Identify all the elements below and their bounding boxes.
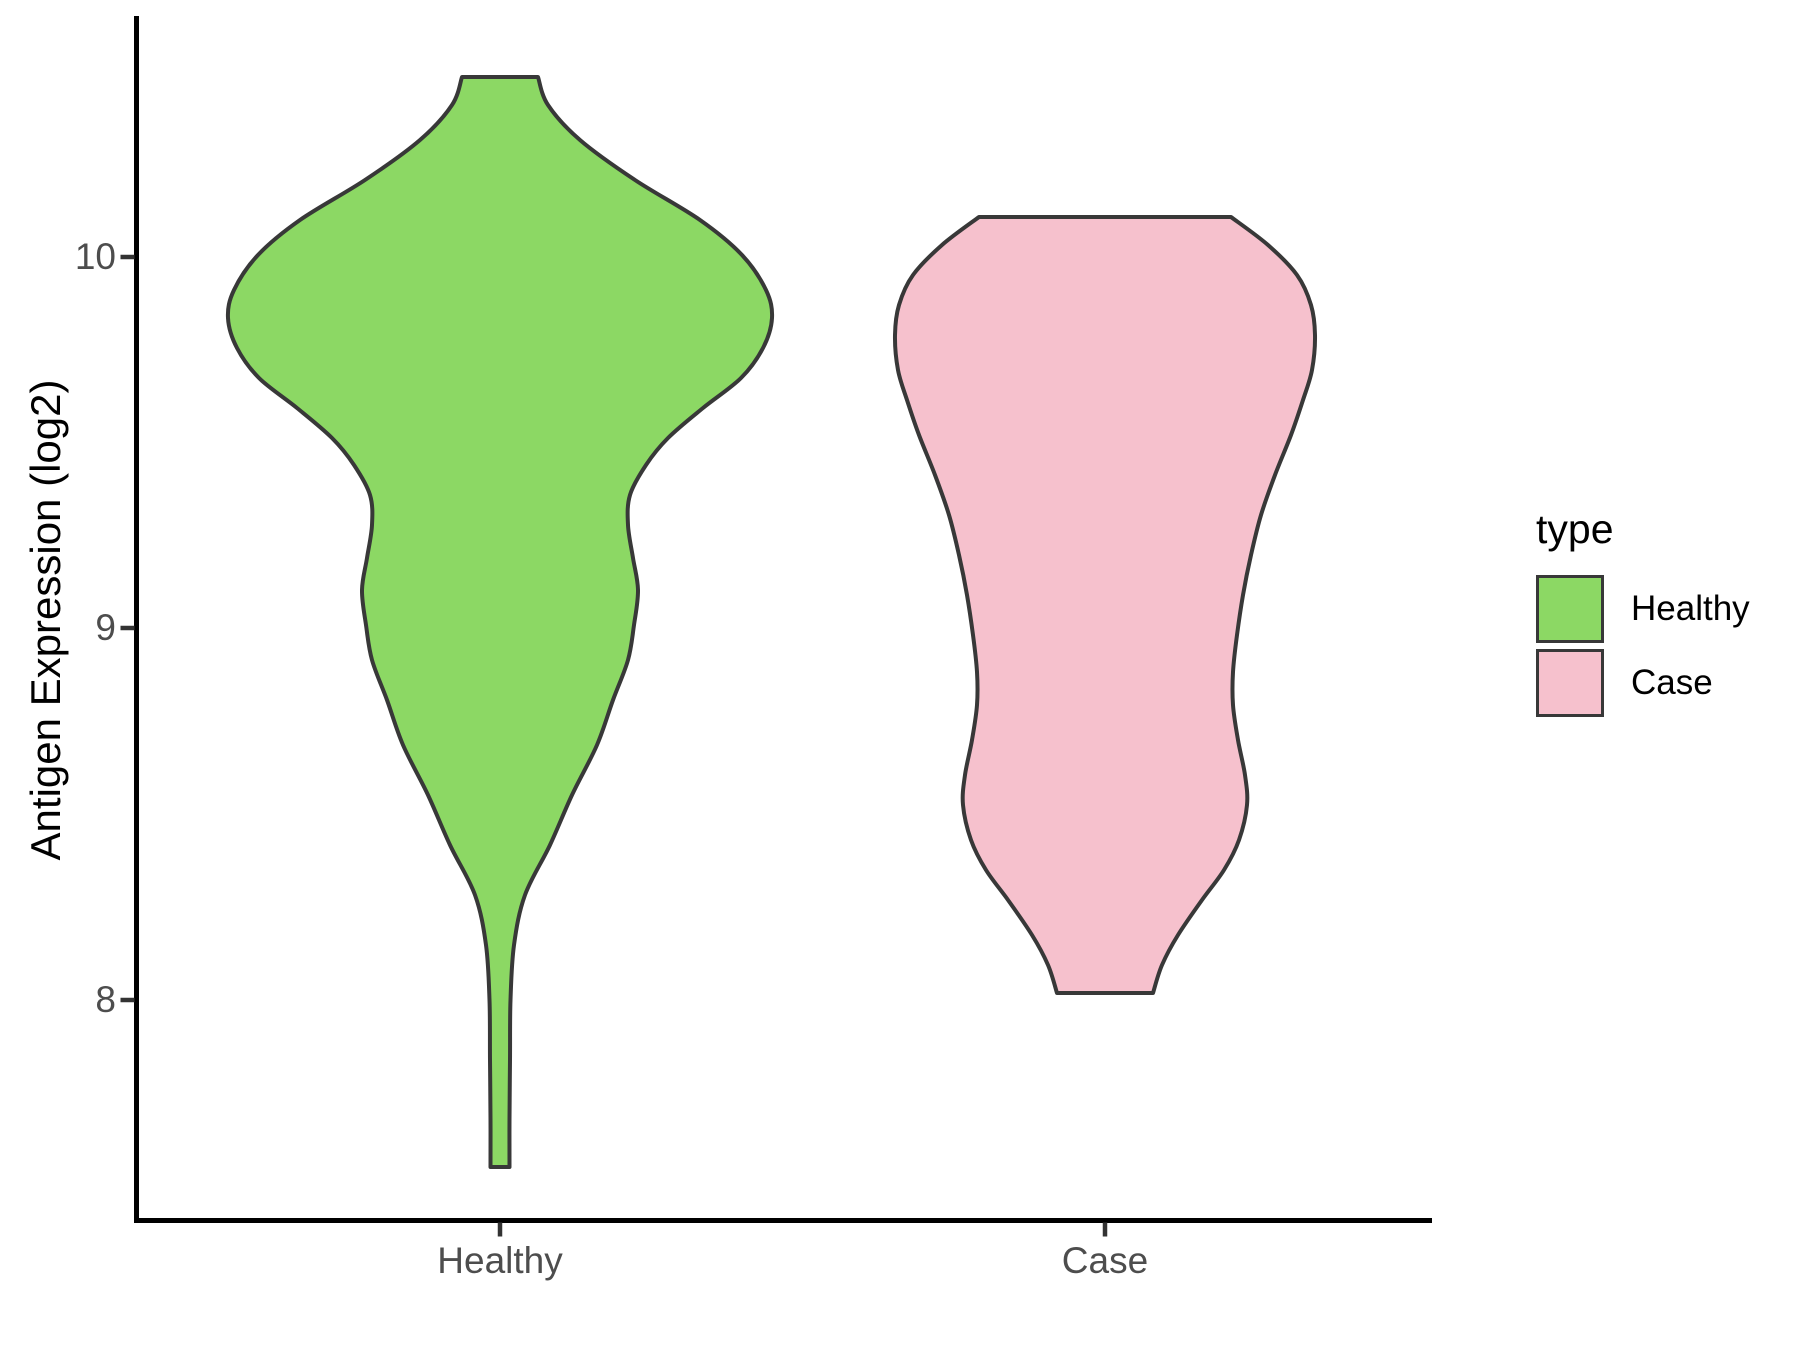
legend-key-case-swatch (1536, 649, 1604, 717)
x-tick-label-case: Case (1061, 1240, 1149, 1281)
x-tick-label-healthy: Healthy (437, 1240, 563, 1281)
violin-healthy (225, 75, 775, 1169)
legend: type Healthy Case (1536, 506, 1750, 723)
y-tick-label-9: 9 (95, 607, 116, 648)
axis-group (120, 16, 1432, 1237)
legend-key-healthy-swatch (1536, 575, 1604, 643)
legend-row-case: Case (1536, 649, 1750, 717)
y-tick-label-8: 8 (95, 979, 116, 1020)
y-tick-label-10: 10 (74, 236, 116, 277)
violin-case (892, 215, 1318, 995)
legend-row-healthy: Healthy (1536, 575, 1750, 643)
violins-group (225, 75, 1318, 1169)
legend-label-healthy: Healthy (1631, 589, 1750, 628)
legend-label-case: Case (1631, 663, 1713, 702)
legend-title: type (1536, 506, 1614, 552)
